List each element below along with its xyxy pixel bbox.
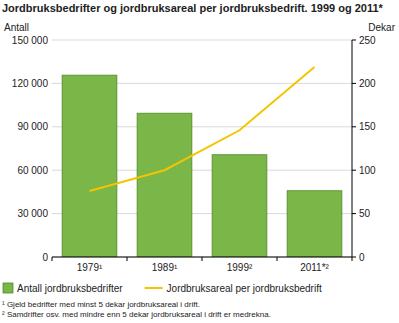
y2-tick [352, 170, 356, 171]
y-tick-label: 120 000 [12, 78, 49, 89]
x-tick-label: 1979¹ [77, 262, 103, 273]
y2-tick-label: 200 [359, 78, 376, 89]
bar [62, 75, 117, 257]
y2-axis [352, 40, 353, 257]
footnote: ² Samdrifter osv. med mindre enn 5 dekar… [2, 310, 271, 319]
bar [212, 155, 267, 257]
title: Jordbruksbedrifter og jordbruksareal per… [2, 2, 384, 14]
x-tick [127, 257, 128, 261]
x-tick [352, 257, 353, 261]
footnote: ¹ Gjeld bedrifter med minst 5 dekar jord… [2, 300, 200, 309]
legend-label: Antall jordbruksbedrifter [17, 283, 123, 294]
bar [137, 113, 192, 257]
x-tick-label: 2011*² [300, 262, 329, 273]
y-axis-label: Antall [4, 22, 29, 33]
y2-tick [352, 40, 356, 41]
y2-tick [352, 83, 356, 84]
y2-tick [352, 257, 356, 258]
x-tick [277, 257, 278, 261]
y2-tick [352, 213, 356, 214]
y-tick-label: 150 000 [12, 35, 49, 46]
bar [287, 191, 342, 257]
y2-tick-label: 0 [359, 252, 365, 263]
legend-swatch [3, 283, 13, 293]
x-tick [52, 257, 53, 261]
y-tick-label: 0 [42, 252, 48, 263]
line [90, 67, 315, 191]
y-tick-label: 60 000 [17, 165, 48, 176]
y2-tick-label: 250 [359, 35, 376, 46]
y2-tick-label: 100 [359, 165, 376, 176]
chart: Jordbruksbedrifter og jordbruksareal per… [0, 0, 399, 323]
y-tick-label: 90 000 [17, 121, 48, 132]
y-tick-label: 30 000 [17, 208, 48, 219]
y2-tick [352, 126, 356, 127]
x-tick-label: 1989¹ [152, 262, 178, 273]
grid-line [52, 40, 352, 41]
y2-axis-label: Dekar [368, 22, 395, 33]
y2-tick-label: 50 [359, 208, 371, 219]
plot-area [62, 67, 342, 257]
legend-label: Jordbruksareal per jordbruksbedrift [167, 283, 322, 294]
y2-tick-label: 150 [359, 121, 376, 132]
x-tick-label: 1999² [227, 262, 253, 273]
x-tick [202, 257, 203, 261]
legend-swatch [145, 287, 163, 289]
